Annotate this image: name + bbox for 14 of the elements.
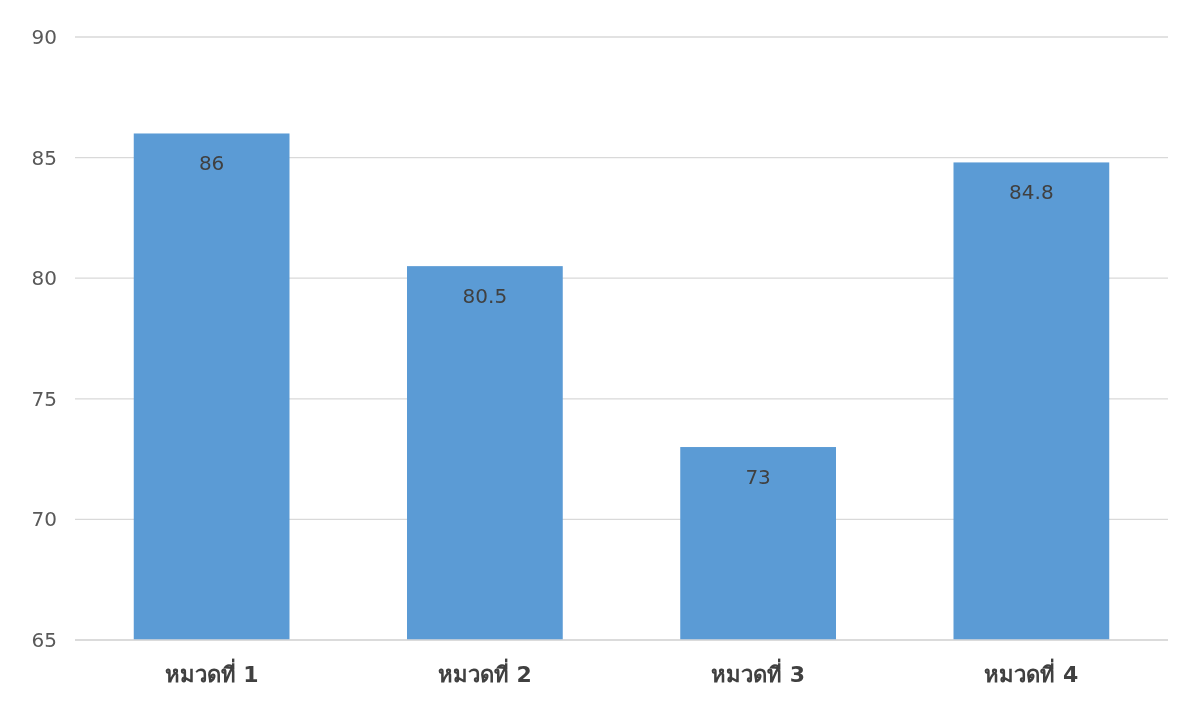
data-label: 84.8 bbox=[1009, 180, 1054, 205]
y-tick-label: 90 bbox=[31, 25, 57, 49]
y-tick-label: 65 bbox=[31, 628, 57, 652]
x-tick-label: หมวดที่ 4 bbox=[984, 658, 1079, 687]
x-tick-label: หมวดที่ 2 bbox=[437, 658, 532, 687]
data-label: 86 bbox=[198, 151, 225, 176]
y-tick-label: 75 bbox=[31, 386, 57, 411]
y-tick-label: 85 bbox=[31, 145, 57, 170]
x-tick-label: หมวดที่ 1 bbox=[164, 658, 259, 687]
y-tick-label: 70 bbox=[31, 507, 57, 532]
x-tick-label: หมวดที่ 3 bbox=[711, 658, 806, 687]
data-label: 73 bbox=[745, 465, 771, 490]
data-label: 80.5 bbox=[462, 284, 508, 309]
y-tick-label: 80 bbox=[31, 266, 57, 291]
